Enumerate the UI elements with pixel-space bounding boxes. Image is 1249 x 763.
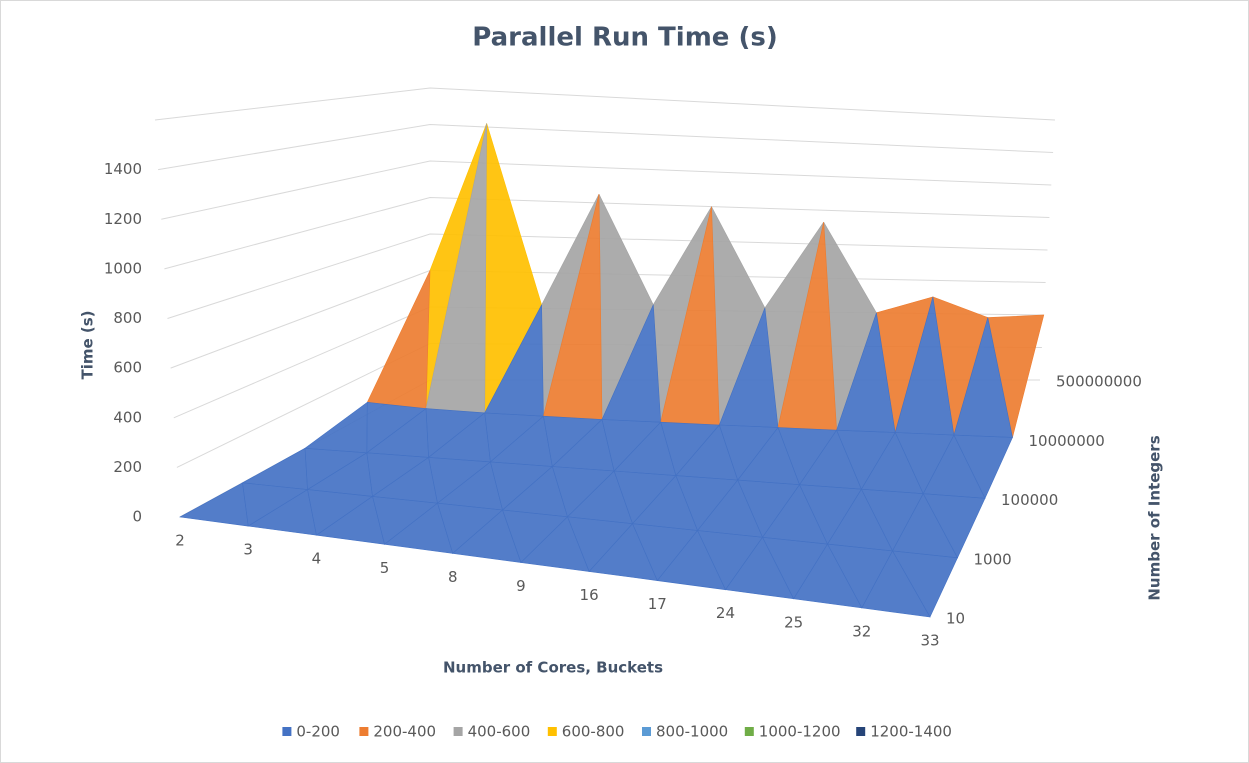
surface-facet bbox=[315, 495, 385, 545]
legend-label: 0-200 bbox=[296, 723, 340, 741]
legend-label: 800-1000 bbox=[656, 723, 728, 741]
z-axis-title: Time (s) bbox=[79, 310, 97, 379]
legend-label: 1200-1400 bbox=[870, 723, 952, 741]
z-tick-label: 1200 bbox=[104, 210, 142, 228]
chart-title: Parallel Run Time (s) bbox=[472, 23, 777, 53]
legend-label: 400-600 bbox=[468, 723, 531, 741]
surface-facet bbox=[656, 529, 727, 591]
x-tick-label: 3 bbox=[243, 541, 253, 559]
z-tick-label: 600 bbox=[113, 359, 142, 377]
x-tick-label: 32 bbox=[852, 622, 871, 640]
legend-swatch bbox=[856, 727, 866, 736]
y-axis-title: Number of Integers bbox=[1146, 435, 1164, 600]
legend-swatch bbox=[744, 727, 754, 736]
x-tick-label: 16 bbox=[580, 586, 599, 604]
surface-facet bbox=[247, 489, 317, 536]
legend-swatch bbox=[453, 727, 463, 736]
x-tick-label: 4 bbox=[312, 550, 322, 568]
x-tick-label: 17 bbox=[648, 595, 667, 613]
z-tick-label: 800 bbox=[113, 309, 142, 327]
surface-facet bbox=[452, 509, 522, 563]
x-tick-label: 9 bbox=[516, 577, 526, 595]
grid-line bbox=[167, 233, 1048, 319]
x-tick-label: 24 bbox=[716, 604, 735, 622]
legend-label: 200-400 bbox=[373, 723, 436, 741]
legend-label: 600-800 bbox=[562, 723, 625, 741]
legend-swatch bbox=[547, 727, 557, 736]
surface-facet bbox=[179, 482, 249, 527]
x-tick-label: 5 bbox=[380, 559, 390, 577]
grid-line bbox=[161, 160, 1052, 220]
z-tick-label: 1000 bbox=[104, 259, 142, 277]
y-tick-label: 1000 bbox=[974, 550, 1012, 568]
x-axis-title: Number of Cores, Buckets bbox=[443, 659, 663, 677]
surface-facet bbox=[383, 502, 454, 554]
surface-facet bbox=[520, 516, 590, 572]
y-tick-label: 500000000 bbox=[1056, 373, 1142, 391]
grid-line bbox=[154, 87, 1056, 121]
y-tick-label: 10 bbox=[946, 610, 965, 628]
x-tick-label: 25 bbox=[784, 613, 803, 631]
x-tick-label: 33 bbox=[920, 632, 939, 650]
legend-swatch bbox=[282, 727, 292, 736]
y-tick-label: 10000000 bbox=[1029, 432, 1105, 450]
z-tick-label: 400 bbox=[113, 408, 142, 426]
surface-facet bbox=[793, 543, 863, 609]
legend-swatch bbox=[642, 727, 651, 736]
surface-facet bbox=[588, 523, 658, 581]
grid-line bbox=[158, 123, 1054, 171]
z-tick-label: 0 bbox=[132, 508, 142, 526]
z-tick-label: 1400 bbox=[104, 160, 142, 178]
legend-swatch bbox=[359, 727, 369, 736]
grid-line bbox=[164, 196, 1050, 270]
x-tick-label: 2 bbox=[175, 532, 185, 550]
legend-label: 1000-1200 bbox=[759, 723, 841, 741]
y-tick-label: 100000 bbox=[1001, 491, 1058, 509]
surface-facet bbox=[861, 550, 931, 618]
surface-facet bbox=[724, 536, 795, 600]
z-tick-label: 200 bbox=[113, 458, 142, 476]
x-tick-label: 8 bbox=[448, 568, 458, 586]
